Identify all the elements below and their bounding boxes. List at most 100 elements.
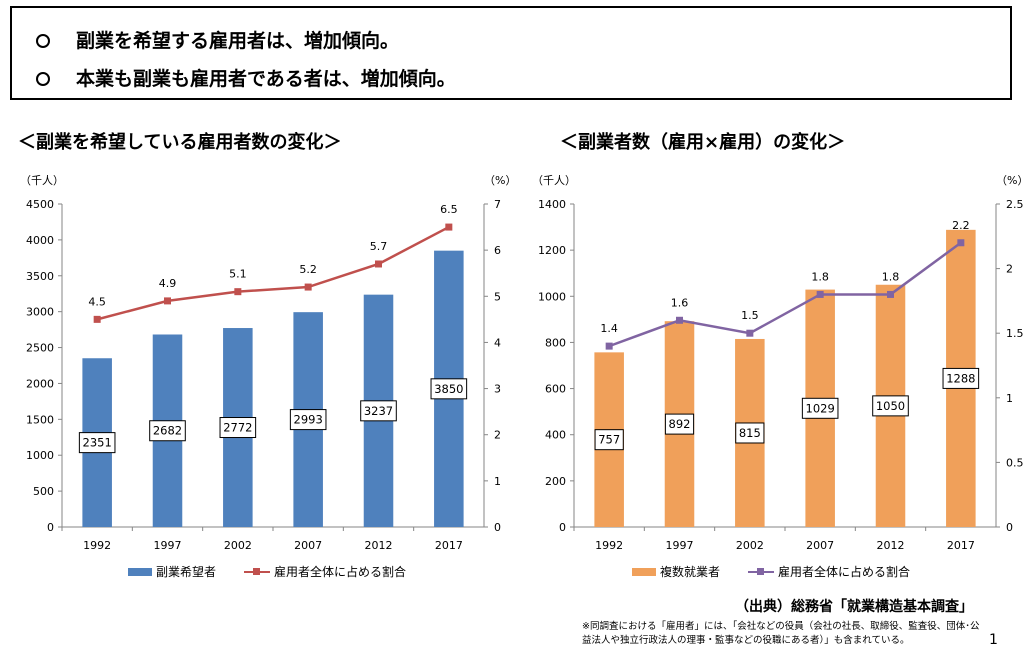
bar-data-label-box [360,400,397,422]
tick-label-left: 0 [559,521,566,534]
tick-label-right: 6 [494,244,501,257]
line-data-label: 5.2 [299,263,317,276]
line-series [608,241,962,348]
bar-data-label: 1288 [946,371,975,385]
chart-right: （千人） （%） 0 200 400 600 800 1000 1200 1400 0 0.5 1 1.5… [532,174,1024,552]
bar-data-label-box [289,409,327,431]
bar-data-label: 1029 [806,401,835,415]
y-axis-unit-left: （千人） [532,174,576,187]
line-data-label: 1.8 [811,270,829,283]
bar-data-label-box [219,417,257,439]
tick-label-left: 2500 [26,342,54,355]
bar-data-label: 3237 [364,404,393,418]
bar-data-label: 2351 [83,436,112,450]
line-data-label: 2.2 [952,219,970,232]
tick-label-left: 3500 [26,270,54,283]
tick-label-right: 1 [494,475,501,488]
tick-label-x: 1997 [154,539,182,552]
tick-label-left: 500 [33,485,54,498]
line-point [164,297,171,305]
legend-series-line: 雇用者全体に占める割合 [274,565,407,579]
line-data-label: 1.5 [741,309,759,322]
summary-text-2: 本業も副業も雇用者である者は、増加傾向。 [76,68,456,90]
tick-label-left: 800 [545,336,566,349]
bar-data-label-box [942,367,980,389]
bar-data-label: 2993 [294,413,323,427]
bar-data-label-box [78,432,116,454]
circle-bullet-icon [36,34,50,48]
line-point [304,283,312,291]
tick-label-right: 0.5 [1006,456,1024,469]
tick-label-left: 4000 [26,234,54,247]
tick-label-x: 2012 [877,539,905,552]
tick-label-x: 1992 [83,539,111,552]
tick-label-right: 0 [1006,521,1013,534]
source-citation: （出典）総務省「就業構造基本調査」 [735,599,973,615]
tick-label-right: 3 [494,383,501,396]
tick-label-right: 0 [494,521,501,534]
tick-label-right: 2 [494,429,501,442]
line-point [375,260,382,268]
tick-label-left: 1400 [538,198,566,211]
legend-bar-swatch [632,567,656,576]
chart-title-right: ＜副業者数（雇用×雇用）の変化＞ [560,132,846,153]
legend-line-swatch [244,567,271,577]
line-series [96,225,450,321]
line-data-label: 5.7 [370,240,388,253]
bar-data-label-box [801,397,839,419]
circle-bullet-icon [36,72,50,86]
legend-series-bar: 副業希望者 [156,565,217,579]
bar-data-label: 815 [739,426,761,440]
tick-label-left: 1000 [26,449,54,462]
tick-label-x: 2007 [294,539,322,552]
tick-label-left: 400 [545,429,566,442]
tick-label-x: 1992 [595,539,623,552]
bar-data-label-box [149,420,186,442]
tick-label-left: 1200 [538,244,566,257]
tick-label-x: 2007 [806,539,834,552]
tick-label-right: 1.5 [1006,327,1024,340]
tick-label-right: 2.5 [1006,198,1024,211]
line-point [93,315,101,323]
line-point [676,316,683,324]
line-data-label: 1.4 [600,322,618,335]
tick-label-x: 2002 [736,539,764,552]
bar-data-label-box [594,429,624,451]
tick-label-left: 600 [545,383,566,396]
legend-line-swatch [748,567,775,577]
y-axis-unit-left: （千人） [20,174,64,187]
legend-series-line: 雇用者全体に占める割合 [778,565,911,579]
bar-data-label-box [430,378,468,400]
page-number: 1 [989,632,998,648]
tick-label-left: 1000 [538,290,566,303]
tick-label-right: 4 [494,336,501,349]
summary-box: 副業を希望する雇用者は、増加傾向。 本業も副業も雇用者である者は、増加傾向。 [10,6,1012,100]
bar-data-label: 1050 [876,399,905,413]
line-data-label: 1.8 [882,270,900,283]
bar-data-label-box [664,413,695,435]
bar-data-label-box [735,422,765,444]
chart-left: （千人） （%） 0 500 1000 1500 2000 2500 3000 3500 4000 4… [20,174,512,552]
tick-label-x: 2012 [365,539,393,552]
legend-bar-swatch [128,567,152,576]
tick-label-x: 1997 [666,539,694,552]
bar-data-label-box [872,395,909,417]
legend-left: 副業希望者 雇用者全体に占める割合 [128,563,406,580]
tick-label-x: 2017 [435,539,463,552]
tick-label-right: 2 [1006,263,1013,276]
line-data-label: 1.6 [671,296,689,309]
bar-data-label: 3850 [434,382,463,396]
line-point [445,223,453,231]
tick-label-right: 7 [494,198,501,211]
summary-line-2: 本業も副業も雇用者である者は、増加傾向。 [36,64,456,91]
line-point [887,290,894,298]
summary-line-1: 副業を希望する雇用者は、増加傾向。 [36,26,399,53]
tick-label-left: 0 [47,521,54,534]
tick-label-x: 2002 [224,539,252,552]
tick-label-right: 1 [1006,392,1013,405]
bar-data-label: 892 [669,417,691,431]
footnote: ※同調査における「雇用者」には、「会社などの役員（会社の社長、取締役、監査役、団… [582,621,980,646]
line-data-label: 6.5 [440,203,458,216]
chart-title-left: ＜副業を希望している雇用者数の変化＞ [18,132,342,153]
legend-series-bar: 複数就業者 [660,565,721,579]
